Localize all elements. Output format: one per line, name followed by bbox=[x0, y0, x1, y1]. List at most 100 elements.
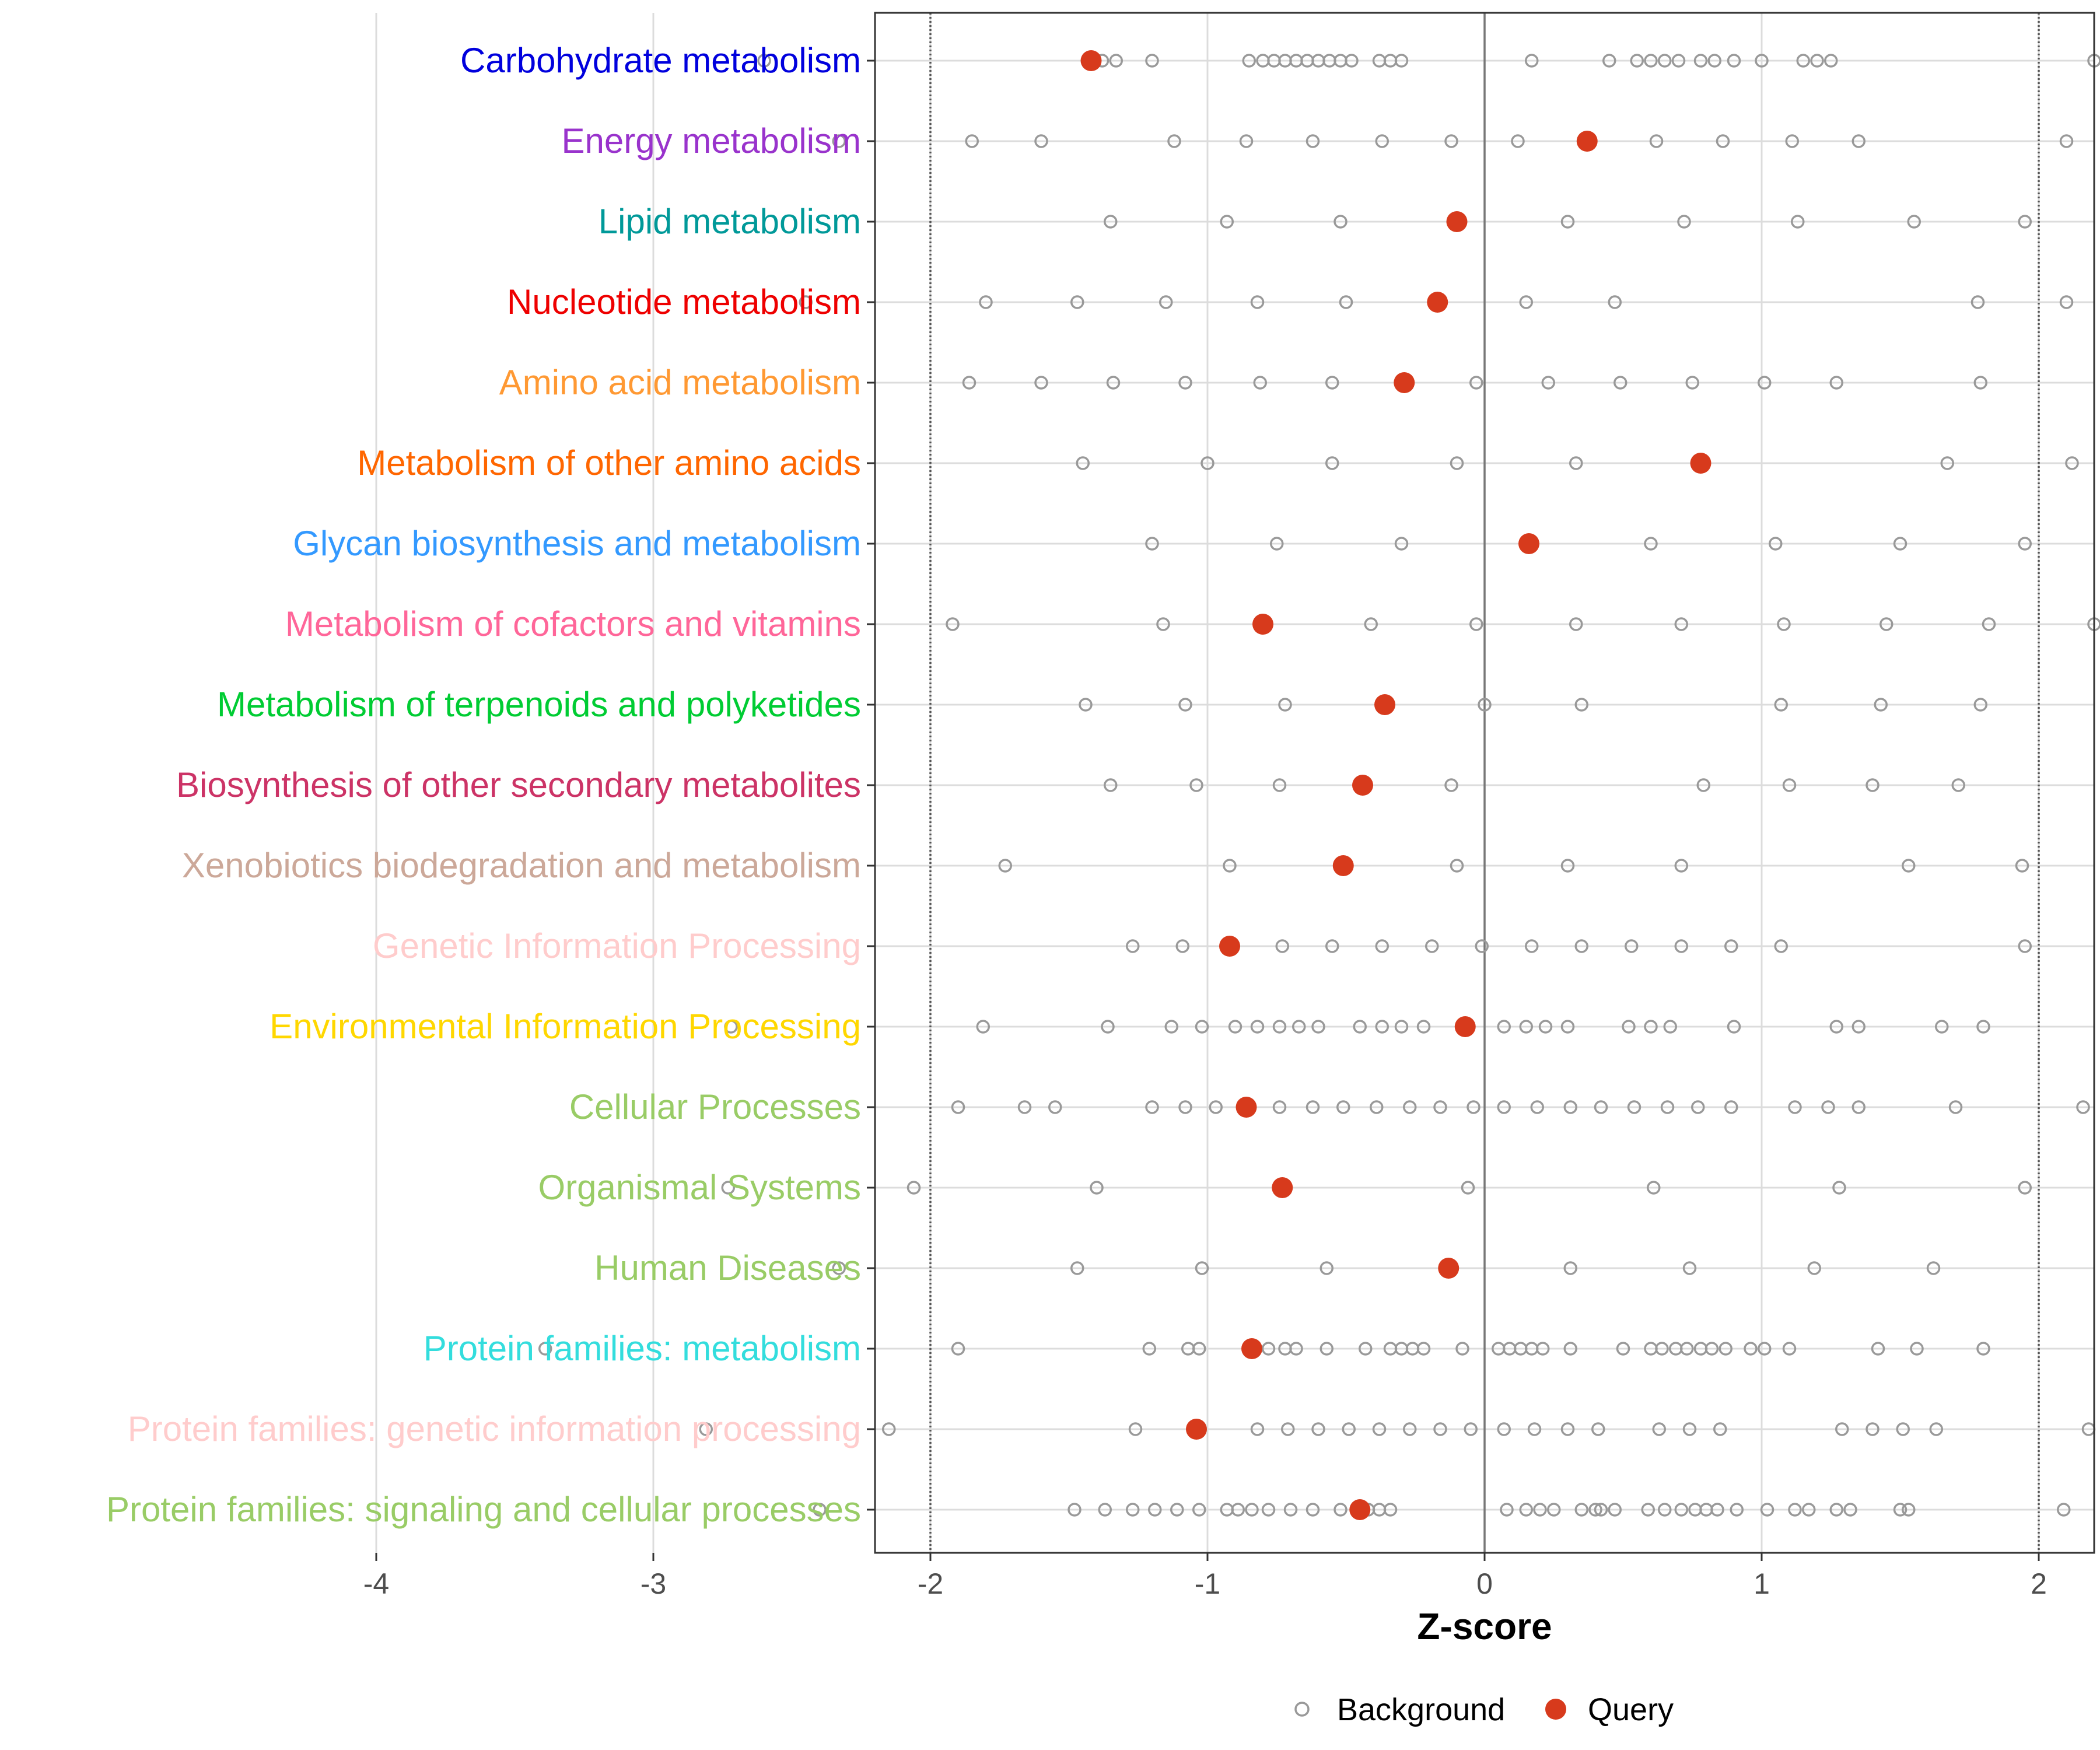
background-point bbox=[1693, 54, 1708, 68]
legend: Background Query bbox=[1294, 1692, 1674, 1727]
background-point bbox=[1289, 1342, 1303, 1356]
query-point bbox=[1374, 694, 1395, 715]
background-point bbox=[724, 1020, 738, 1034]
background-point bbox=[1159, 295, 1173, 309]
background-point bbox=[1649, 134, 1664, 148]
background-point bbox=[1231, 1503, 1245, 1517]
background-point bbox=[1192, 1342, 1206, 1356]
background-point bbox=[1394, 537, 1409, 551]
background-point bbox=[1871, 1342, 1885, 1356]
query-point bbox=[1518, 533, 1539, 554]
background-point bbox=[1519, 1503, 1533, 1517]
background-point bbox=[1192, 1503, 1206, 1517]
background-point bbox=[1796, 54, 1810, 68]
background-point bbox=[1782, 778, 1797, 792]
background-point bbox=[2065, 456, 2079, 470]
query-point bbox=[1241, 1338, 1262, 1359]
background-point bbox=[1311, 1422, 1325, 1436]
category-label: Protein families: metabolism bbox=[424, 1329, 861, 1368]
background-point bbox=[1777, 617, 1791, 631]
background-point bbox=[1893, 1503, 1908, 1517]
background-point bbox=[1560, 1020, 1575, 1034]
background-point bbox=[1275, 939, 1289, 953]
background-point bbox=[1569, 617, 1583, 631]
background-point bbox=[1342, 1422, 1356, 1436]
background-point bbox=[1658, 54, 1672, 68]
background-point bbox=[1973, 698, 1987, 712]
background-point bbox=[1178, 1100, 1192, 1114]
background-point bbox=[832, 1261, 846, 1275]
x-tick-label: -1 bbox=[1195, 1567, 1220, 1600]
background-point bbox=[1250, 295, 1265, 309]
background-point bbox=[1935, 1020, 1949, 1034]
query-points bbox=[1080, 50, 1712, 1520]
background-point bbox=[1674, 939, 1688, 953]
background-point bbox=[1788, 1503, 1802, 1517]
background-point bbox=[832, 134, 846, 148]
category-labels: Carbohydrate metabolism Energy metabolism… bbox=[106, 41, 861, 1529]
background-point bbox=[1538, 1020, 1553, 1034]
category-label: Protein families: signaling and cellular… bbox=[106, 1490, 861, 1529]
background-point bbox=[1145, 1100, 1159, 1114]
category-label: Amino acid metabolism bbox=[499, 363, 861, 402]
background-point bbox=[979, 295, 993, 309]
background-point bbox=[1852, 1100, 1866, 1114]
background-point bbox=[1306, 1100, 1320, 1114]
background-point bbox=[1311, 1020, 1325, 1034]
background-point bbox=[1156, 617, 1170, 631]
background-point bbox=[1926, 1261, 1941, 1275]
query-point bbox=[1349, 1499, 1371, 1520]
background-point bbox=[2076, 1100, 2090, 1114]
background-point bbox=[1104, 215, 1118, 229]
background-point bbox=[1727, 54, 1741, 68]
background-point bbox=[1527, 1422, 1542, 1436]
category-label: Organismal Systems bbox=[538, 1168, 861, 1207]
background-point bbox=[1433, 1422, 1447, 1436]
background-point bbox=[721, 1181, 735, 1195]
background-point bbox=[1519, 295, 1533, 309]
x-tick-label: 2 bbox=[2031, 1567, 2047, 1600]
background-point bbox=[1278, 698, 1292, 712]
background-point bbox=[1292, 1020, 1306, 1034]
category-label: Metabolism of other amino acids bbox=[357, 443, 861, 482]
background-point bbox=[1375, 939, 1389, 953]
query-point bbox=[1427, 292, 1448, 313]
background-point bbox=[1832, 1181, 1846, 1195]
background-point bbox=[1560, 1422, 1575, 1436]
background-point bbox=[1200, 456, 1214, 470]
background-point bbox=[1852, 134, 1866, 148]
background-point bbox=[1547, 1503, 1561, 1517]
background-point bbox=[1253, 376, 1267, 390]
background-point bbox=[1727, 1020, 1741, 1034]
background-point bbox=[1782, 1342, 1797, 1356]
background-point bbox=[1785, 134, 1799, 148]
background-point bbox=[1614, 376, 1628, 390]
background-point bbox=[1594, 1503, 1608, 1517]
reference-lines bbox=[929, 13, 2040, 1553]
query-point bbox=[1332, 855, 1354, 876]
background-point bbox=[1829, 376, 1843, 390]
background-point bbox=[1325, 456, 1339, 470]
background-point bbox=[1167, 134, 1181, 148]
background-point bbox=[1461, 1181, 1475, 1195]
background-point bbox=[1469, 376, 1483, 390]
background-point bbox=[976, 1020, 990, 1034]
background-point bbox=[1306, 134, 1320, 148]
background-point bbox=[1076, 456, 1090, 470]
background-point bbox=[1334, 1503, 1348, 1517]
background-point bbox=[1829, 1503, 1843, 1517]
background-point bbox=[1663, 1020, 1677, 1034]
background-point bbox=[907, 1181, 921, 1195]
query-point bbox=[1219, 936, 1240, 957]
background-point bbox=[757, 54, 771, 68]
background-point bbox=[2059, 134, 2074, 148]
background-point bbox=[1591, 1422, 1605, 1436]
background-point bbox=[1220, 215, 1234, 229]
background-point bbox=[1560, 859, 1575, 873]
category-label: Energy metabolism bbox=[561, 121, 861, 160]
background-point bbox=[1682, 1422, 1697, 1436]
background-point bbox=[1902, 859, 1916, 873]
background-point bbox=[951, 1100, 965, 1114]
background-point bbox=[1128, 1422, 1143, 1436]
